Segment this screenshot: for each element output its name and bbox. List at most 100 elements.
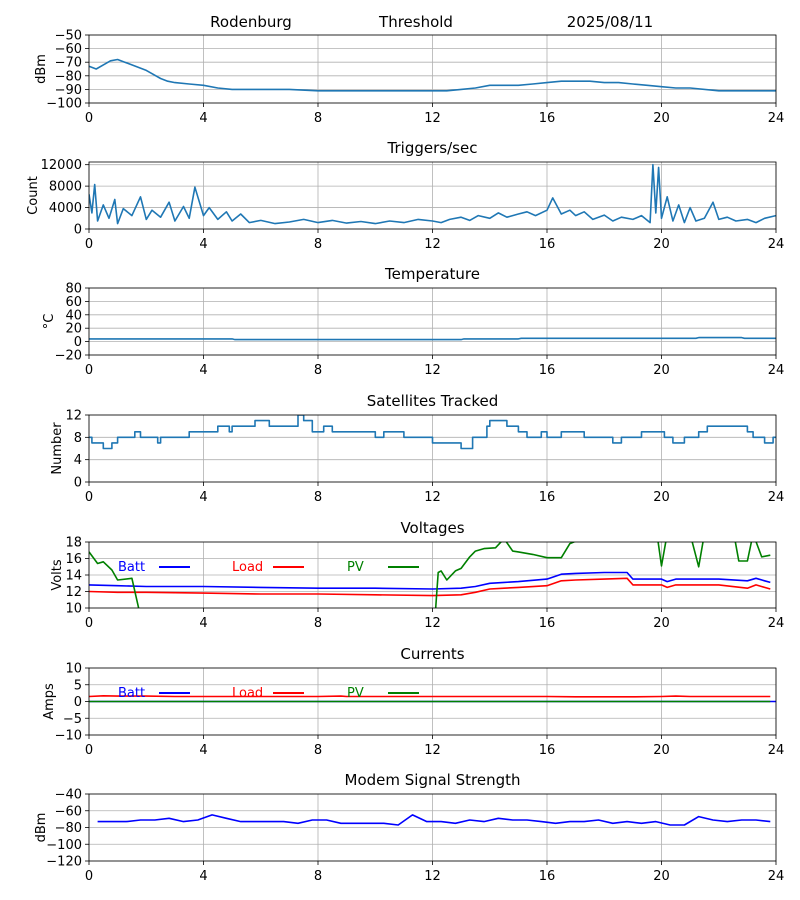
legend-label-batt: Batt [118, 686, 145, 701]
x-tick-label: 12 [424, 869, 441, 884]
y-tick-label: −120 [46, 855, 82, 870]
y-tick-label: 0 [74, 223, 82, 238]
series-line-1 [89, 58, 776, 92]
y-tick-label: −10 [55, 729, 82, 744]
x-tick-label: 8 [314, 616, 322, 631]
x-tick-label: 24 [768, 237, 785, 252]
y-tick-label: 16 [65, 552, 82, 567]
x-tick-label: 16 [539, 111, 556, 126]
y-tick-label: 0 [74, 695, 82, 710]
station-name: Rodenburg [210, 13, 292, 31]
series-line-1 [89, 415, 776, 450]
x-tick-label: 4 [199, 869, 207, 884]
x-tick-label: 16 [539, 237, 556, 252]
y-tick-label: 40 [65, 308, 82, 323]
x-tick-label: 0 [85, 490, 93, 505]
y-tick-label: −90 [55, 83, 82, 98]
x-tick-label: 0 [85, 869, 93, 884]
y-tick-label: 12 [65, 409, 82, 424]
x-tick-label: 24 [768, 743, 785, 758]
y-axis-label: Volts [50, 559, 65, 591]
x-tick-label: 24 [768, 869, 785, 884]
panel-2: 0 4 8 12 16 20 24 0 4000 8000 12000 Triggers/sec Cou… [26, 139, 784, 252]
legend-label-load: Load [232, 560, 263, 575]
x-tick-label: 4 [199, 237, 207, 252]
x-tick-label: 12 [424, 363, 441, 378]
y-tick-label: −80 [55, 69, 82, 84]
y-tick-label: −80 [55, 821, 82, 836]
x-tick-label: 12 [424, 237, 441, 252]
x-tick-label: 16 [539, 869, 556, 884]
series-line-1 [89, 336, 776, 341]
x-tick-label: 0 [85, 111, 93, 126]
x-tick-label: 0 [85, 363, 93, 378]
x-tick-label: 0 [85, 616, 93, 631]
x-tick-label: 24 [768, 363, 785, 378]
y-axis-label: °C [42, 314, 57, 330]
y-tick-label: 10 [65, 602, 82, 617]
panel-4: 0 4 8 12 16 20 24 0 4 8 12 Satellites Tracked Number [50, 392, 784, 505]
x-tick-label: 24 [768, 616, 785, 631]
y-tick-label: 4000 [49, 201, 82, 216]
x-tick-label: 20 [653, 111, 670, 126]
x-tick-label: 20 [653, 490, 670, 505]
y-tick-label: 0 [74, 335, 82, 350]
y-tick-label: −60 [55, 42, 82, 57]
series-line-batt [89, 571, 771, 590]
x-tick-label: 4 [199, 616, 207, 631]
y-tick-label: 8 [74, 431, 82, 446]
y-tick-label: 10 [65, 662, 82, 677]
x-tick-label: 0 [85, 743, 93, 758]
y-tick-label: −40 [55, 788, 82, 803]
y-tick-label: −70 [55, 56, 82, 71]
x-tick-label: 8 [314, 490, 322, 505]
x-tick-label: 20 [653, 363, 670, 378]
x-tick-label: 16 [539, 743, 556, 758]
series-line-1 [97, 814, 771, 826]
y-tick-label: −5 [63, 712, 82, 727]
y-tick-label: −20 [55, 349, 82, 364]
series-line-load [89, 694, 771, 698]
x-tick-label: 16 [539, 490, 556, 505]
y-tick-label: 18 [65, 536, 82, 551]
x-tick-label: 24 [768, 490, 785, 505]
x-tick-label: 20 [653, 237, 670, 252]
x-tick-label: 20 [653, 743, 670, 758]
x-tick-label: 8 [314, 111, 322, 126]
x-tick-label: 12 [424, 743, 441, 758]
panel-title: Voltages [400, 519, 464, 537]
y-tick-label: 20 [65, 322, 82, 337]
x-tick-label: 12 [424, 111, 441, 126]
y-axis-label: Number [50, 422, 65, 475]
panel-title: Currents [400, 645, 464, 663]
series-line-load [89, 577, 771, 597]
y-axis-label: dBm [34, 813, 49, 843]
x-tick-label: 24 [768, 111, 785, 126]
x-tick-label: 16 [539, 363, 556, 378]
x-tick-label: 4 [199, 490, 207, 505]
y-tick-label: −60 [55, 804, 82, 819]
panel-1: 0 4 8 12 16 20 24 −100−90−80−70−60−50 dBm [34, 29, 784, 127]
panel-title: Triggers/sec [387, 139, 478, 157]
x-tick-label: 0 [85, 237, 93, 252]
y-tick-label: 60 [65, 295, 82, 310]
x-tick-label: 8 [314, 869, 322, 884]
y-tick-label: −100 [46, 97, 82, 112]
y-axis-label: dBm [34, 54, 49, 84]
x-tick-label: 8 [314, 237, 322, 252]
y-tick-label: 0 [74, 476, 82, 491]
panel-title: Satellites Tracked [367, 392, 498, 410]
x-tick-label: 4 [199, 743, 207, 758]
panel-title: Modem Signal Strength [345, 771, 521, 789]
x-tick-label: 4 [199, 111, 207, 126]
legend-label-batt: Batt [118, 560, 145, 575]
y-tick-label: 14 [65, 569, 82, 584]
y-tick-label: 4 [74, 453, 82, 468]
y-tick-label: −100 [46, 838, 82, 853]
legend-label-pv: PV [347, 686, 364, 701]
panel-7: 0 4 8 12 16 20 24 −120 −100 −80 −60−40 Modem Signal… [34, 771, 784, 884]
